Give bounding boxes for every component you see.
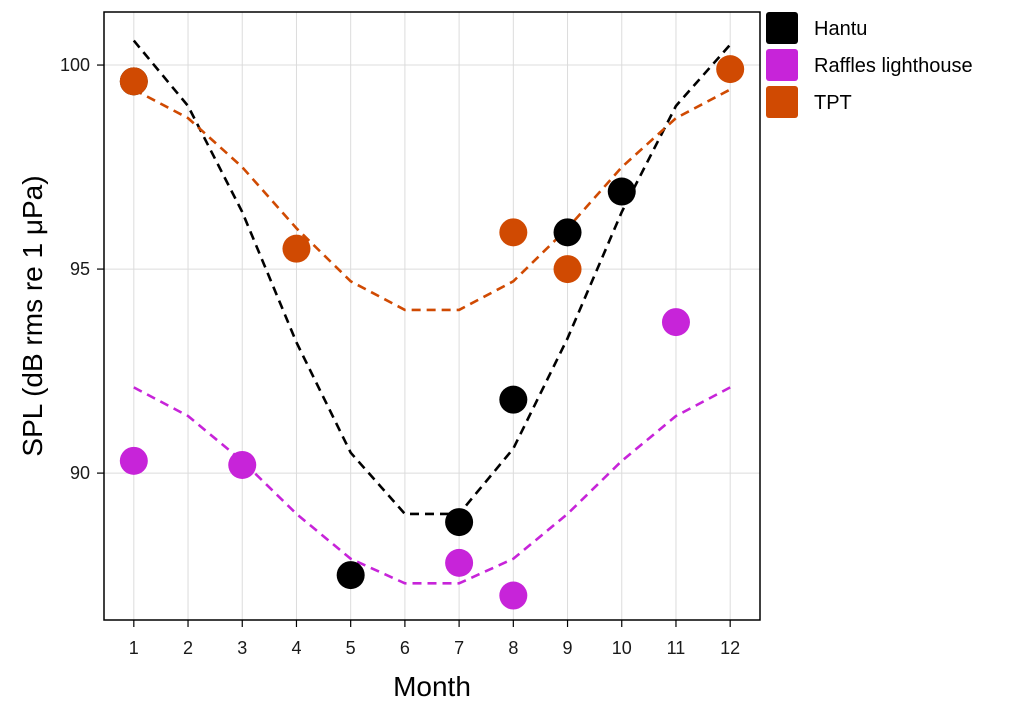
legend: Hantu Raffles lighthouse TPT — [766, 12, 973, 118]
x-axis-title: Month — [393, 671, 471, 702]
point-tpt — [119, 67, 148, 96]
point-tpt — [282, 234, 311, 263]
x-tick-label: 11 — [667, 638, 686, 658]
point-raffles-lighthouse — [445, 548, 474, 577]
point-hantu — [336, 561, 365, 590]
fit-line-hantu — [132, 39, 732, 516]
x-tick-label: 9 — [563, 638, 573, 658]
x-tick-label: 7 — [454, 638, 464, 658]
x-tick-label: 4 — [291, 638, 301, 658]
point-raffles-lighthouse — [499, 581, 528, 610]
x-tick-label: 8 — [508, 638, 518, 658]
plot-frame — [103, 11, 761, 621]
fit-line-raffles-lighthouse — [133, 386, 731, 585]
point-hantu — [607, 177, 636, 206]
point-tpt — [499, 218, 528, 247]
x-tick-label: 10 — [612, 638, 632, 658]
point-raffles-lighthouse — [228, 450, 257, 479]
legend-label: TPT — [814, 92, 852, 114]
x-tick-label: 3 — [237, 638, 247, 658]
y-axis-title: SPL (dB rms re 1 μPa) — [17, 175, 48, 456]
y-tick-label: 90 — [70, 463, 90, 483]
x-tick-label: 5 — [346, 638, 356, 658]
point-hantu — [445, 508, 474, 537]
x-tick-label: 6 — [400, 638, 410, 658]
legend-label: Hantu — [814, 18, 867, 40]
legend-key — [766, 86, 798, 118]
x-tick-label: 1 — [129, 638, 139, 658]
x-tick-label: 2 — [183, 638, 193, 658]
point-hantu — [553, 218, 582, 247]
point-hantu — [499, 385, 528, 414]
y-tick-label: 95 — [70, 259, 90, 279]
fit-line-tpt — [133, 88, 731, 312]
legend-key — [766, 49, 798, 81]
point-raffles-lighthouse — [661, 308, 690, 337]
x-tick-label: 12 — [720, 638, 740, 658]
y-tick-label: 100 — [60, 55, 90, 75]
legend-label: Raffles lighthouse — [814, 55, 973, 77]
point-tpt — [716, 55, 745, 84]
data-points — [119, 55, 745, 610]
grid-lines — [104, 12, 760, 620]
point-tpt — [553, 255, 582, 284]
point-raffles-lighthouse — [119, 446, 148, 475]
fit-lines — [132, 39, 732, 585]
legend-key — [766, 12, 798, 44]
